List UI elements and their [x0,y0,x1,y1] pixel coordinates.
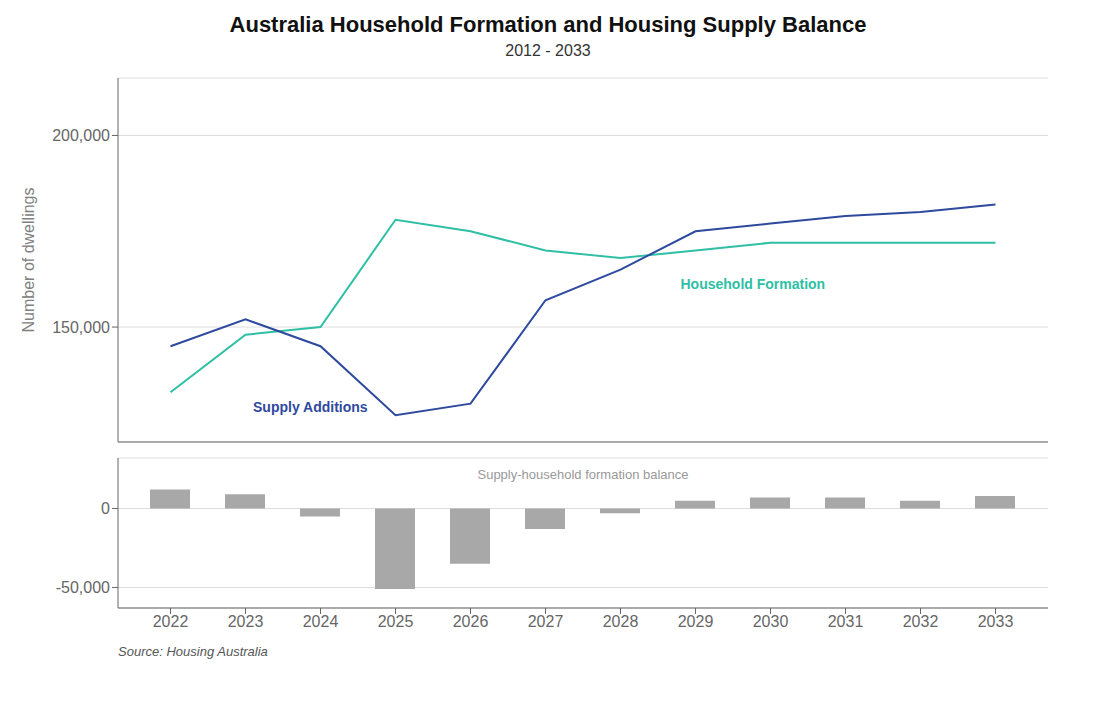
svg-text:2030: 2030 [753,613,789,630]
svg-text:-50,000: -50,000 [56,579,110,596]
svg-text:2024: 2024 [303,613,339,630]
svg-text:2027: 2027 [528,613,564,630]
svg-text:2025: 2025 [378,613,414,630]
svg-text:2026: 2026 [453,613,489,630]
svg-text:200,000: 200,000 [52,127,110,144]
svg-text:0: 0 [101,500,110,517]
svg-text:150,000: 150,000 [52,319,110,336]
svg-text:2029: 2029 [678,613,714,630]
html-text:Australia Household Formation: Australia Household Formation and Housin… [229,12,867,37]
svg-text:2031: 2031 [828,613,864,630]
html-text:2012 - 2033: 2012 - 2033 [505,42,591,59]
svg-text:2022: 2022 [153,613,189,630]
svg-text:2033: 2033 [978,613,1014,630]
svg-text:Number of dwellings: Number of dwellings [20,188,37,333]
svg-text:Supply-household formation bal: Supply-household formation balance [477,467,688,482]
svg-text:Household Formation: Household Formation [681,276,826,292]
svg-text:2032: 2032 [903,613,939,630]
svg-text:2023: 2023 [228,613,264,630]
svg-text:2028: 2028 [603,613,639,630]
html-text:Source: Housing Australia: Source: Housing Australia [118,644,268,659]
svg-text:Supply Additions: Supply Additions [253,399,368,415]
